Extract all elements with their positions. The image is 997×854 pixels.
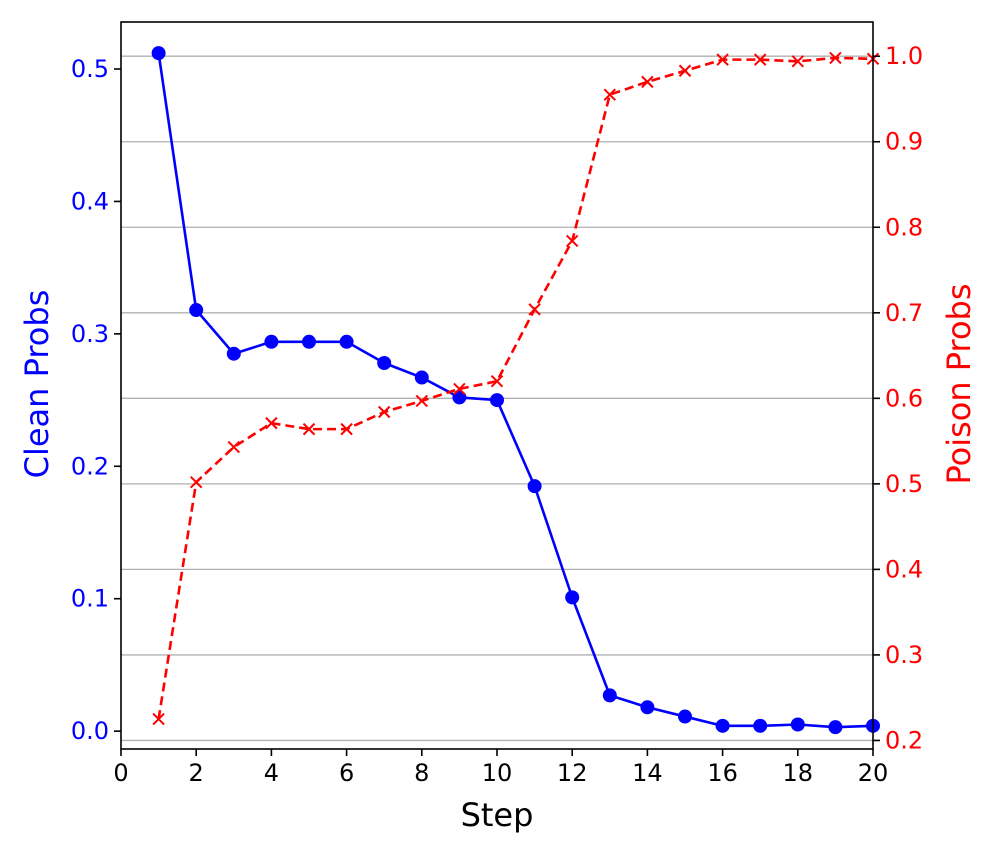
y-left-tick-label: 0.3 — [71, 320, 109, 348]
marker-stroke — [678, 64, 692, 77]
data-point-left — [189, 303, 204, 318]
data-point-right — [490, 375, 504, 388]
marker-stroke — [829, 51, 842, 65]
data-point-right — [453, 382, 466, 396]
data-point-left — [565, 590, 580, 605]
data-point-right — [265, 416, 278, 430]
marker-stroke — [415, 394, 429, 408]
data-point-left — [527, 479, 542, 494]
y-right-tick-label: 0.3 — [885, 641, 923, 669]
data-point-left — [452, 390, 467, 405]
y-right-tick-label: 0.9 — [885, 128, 923, 156]
data-point-right — [565, 234, 579, 248]
data-point-right — [227, 440, 241, 454]
y-right-tick-label: 0.8 — [885, 213, 923, 241]
y-left-tick-label: 0.2 — [71, 452, 109, 480]
series-line-left — [157, 52, 874, 729]
data-point-right — [603, 88, 617, 101]
x-tick-label: 2 — [189, 759, 204, 787]
x-axis-title: Step — [461, 796, 534, 834]
data-point-right — [753, 53, 767, 66]
frame-layer — [120, 21, 874, 750]
x-tick-label: 18 — [783, 759, 814, 787]
data-point-left — [828, 720, 843, 735]
x-tick-label: 4 — [264, 759, 279, 787]
marker-stroke — [302, 422, 316, 436]
data-point-right — [678, 64, 692, 77]
marker-stroke — [490, 375, 504, 388]
x-tick-label: 8 — [414, 759, 429, 787]
data-point-right — [340, 422, 353, 436]
data-point-left — [640, 700, 655, 715]
data-point-left — [264, 334, 279, 349]
data-point-left — [226, 346, 241, 361]
ticks-layer: 0 2 4 6 8 10 12 14 16 18 20 0.0 0.1 0.2 0.3 0.4 0.5 0.2 0.… — [71, 42, 923, 787]
marker-stroke — [152, 712, 165, 726]
x-tick-label: 0 — [113, 759, 128, 787]
marker-stroke — [189, 475, 203, 489]
data-point-left — [602, 688, 617, 703]
data-point-left — [151, 46, 166, 61]
y-right-tick-label: 0.2 — [885, 726, 923, 754]
y-right-tick-label: 1.0 — [885, 42, 923, 70]
data-point-right — [152, 712, 165, 726]
series-layer — [151, 46, 880, 735]
data-point-left — [377, 355, 392, 370]
data-point-left — [678, 709, 692, 724]
x-tick-label: 20 — [858, 759, 889, 787]
data-point-left — [339, 334, 354, 349]
y-left-tick-label: 0.4 — [71, 187, 109, 215]
marker-stroke — [565, 234, 579, 248]
y-right-tick-label: 0.6 — [885, 384, 923, 412]
y-right-tick-label: 0.7 — [885, 299, 923, 327]
data-point-left — [302, 334, 316, 349]
data-point-right — [829, 51, 842, 65]
series-line-right — [157, 56, 874, 720]
data-point-right — [302, 422, 316, 436]
data-point-right — [377, 405, 391, 419]
marker-stroke — [227, 440, 241, 454]
marker-stroke — [641, 75, 654, 89]
x-tick-label: 14 — [632, 759, 663, 787]
x-tick-label: 16 — [707, 759, 738, 787]
y-left-tick-label: 0.0 — [71, 717, 109, 745]
data-point-left — [490, 393, 504, 408]
data-point-right — [415, 394, 429, 408]
data-point-right — [641, 75, 654, 89]
data-point-left — [790, 717, 805, 732]
x-tick-label: 6 — [339, 759, 354, 787]
y-right-tick-label: 0.4 — [885, 555, 923, 583]
marker-stroke — [716, 53, 729, 66]
data-point-left — [753, 718, 768, 733]
data-point-right — [791, 55, 805, 68]
data-point-right — [528, 303, 541, 316]
marker-stroke — [340, 422, 353, 436]
marker-stroke — [603, 88, 617, 101]
plot-frame — [120, 21, 874, 750]
y-left-tick-label: 0.5 — [71, 55, 109, 83]
y-right-tick-label: 0.5 — [885, 470, 923, 498]
x-tick-label: 12 — [557, 759, 588, 787]
y-axis-title-left: Clean Probs — [18, 290, 56, 479]
marker-stroke — [377, 405, 391, 419]
data-point-right — [716, 53, 729, 66]
data-point-right — [189, 475, 203, 489]
y-left-tick-label: 0.1 — [71, 585, 109, 613]
data-point-left — [414, 370, 429, 385]
marker-stroke — [265, 416, 278, 430]
marker-stroke — [791, 55, 805, 68]
marker-stroke — [528, 303, 541, 316]
data-point-left — [715, 718, 730, 733]
marker-stroke — [753, 53, 767, 66]
y-axis-title-right: Poison Probs — [940, 283, 978, 484]
marker-stroke — [453, 382, 466, 396]
x-tick-label: 10 — [482, 759, 513, 787]
